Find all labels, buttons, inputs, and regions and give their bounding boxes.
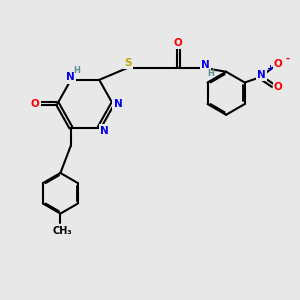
Text: S: S <box>124 58 131 68</box>
Text: N: N <box>257 70 266 80</box>
Text: O: O <box>274 59 283 69</box>
Text: H: H <box>207 69 214 78</box>
Text: N: N <box>201 61 210 70</box>
Text: O: O <box>274 82 283 92</box>
Text: +: + <box>266 64 273 73</box>
Text: N: N <box>114 99 122 109</box>
Text: O: O <box>31 99 39 109</box>
Text: CH₃: CH₃ <box>52 226 72 236</box>
Text: H: H <box>74 66 80 75</box>
Text: -: - <box>286 54 290 64</box>
Text: N: N <box>100 126 109 136</box>
Text: O: O <box>174 38 183 47</box>
Text: N: N <box>67 72 75 82</box>
